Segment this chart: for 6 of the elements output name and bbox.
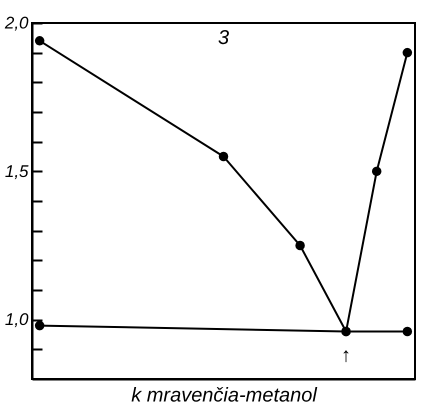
- chart-title: 3: [218, 27, 230, 49]
- x-axis-title: k mravenčia-metanol: [131, 384, 318, 406]
- annotation: ↑: [341, 344, 352, 367]
- y-tick-label: 1,0: [4, 310, 30, 330]
- y-tick-label: 2,0: [4, 14, 30, 32]
- y-tick-label: 1,5: [4, 162, 30, 181]
